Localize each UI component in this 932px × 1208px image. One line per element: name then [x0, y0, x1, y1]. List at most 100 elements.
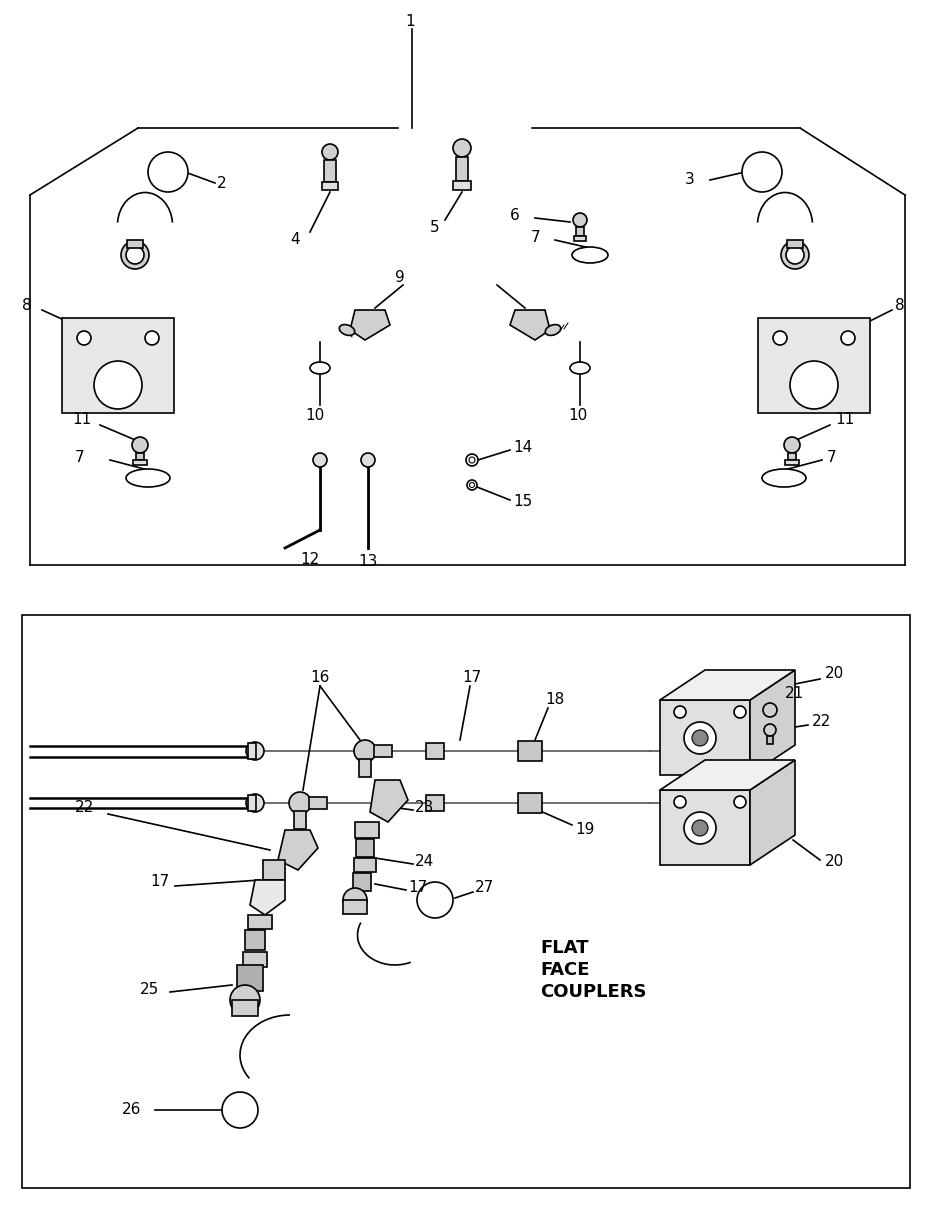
Circle shape	[77, 331, 91, 345]
Polygon shape	[250, 879, 285, 914]
Text: 20: 20	[825, 666, 844, 680]
Bar	[354, 858, 376, 872]
Bar	[22, 615, 910, 1187]
Circle shape	[343, 888, 367, 912]
Bar	[136, 453, 144, 460]
Circle shape	[354, 741, 376, 762]
Bar	[309, 797, 327, 809]
Text: 7: 7	[75, 451, 85, 465]
Circle shape	[467, 480, 477, 490]
Bar	[426, 743, 444, 759]
Circle shape	[417, 882, 453, 918]
Circle shape	[246, 794, 264, 812]
Bar	[359, 759, 371, 777]
Circle shape	[453, 139, 471, 157]
Text: 17: 17	[408, 881, 427, 895]
Circle shape	[573, 213, 587, 227]
Circle shape	[790, 361, 838, 410]
Bar	[127, 240, 143, 248]
Text: 20: 20	[825, 854, 844, 870]
Polygon shape	[660, 699, 750, 776]
Text: 24: 24	[415, 854, 434, 870]
Circle shape	[734, 796, 746, 808]
Circle shape	[126, 246, 144, 265]
Bar	[518, 741, 542, 761]
Text: 4: 4	[290, 232, 299, 248]
Circle shape	[361, 453, 375, 467]
Circle shape	[94, 361, 142, 410]
Circle shape	[132, 437, 148, 453]
Bar	[574, 236, 586, 242]
Bar	[243, 952, 267, 966]
Circle shape	[742, 152, 782, 192]
Bar	[518, 792, 542, 813]
Text: 19: 19	[575, 823, 595, 837]
Bar	[353, 873, 371, 892]
Polygon shape	[750, 670, 795, 776]
Text: 8: 8	[895, 297, 905, 313]
Text: 25: 25	[140, 982, 159, 998]
Text: 1: 1	[405, 14, 415, 29]
Bar	[133, 460, 147, 465]
Bar	[785, 460, 799, 465]
Text: 11: 11	[72, 412, 91, 428]
Bar	[576, 227, 584, 236]
Text: 9: 9	[395, 271, 404, 285]
Circle shape	[684, 812, 716, 844]
Text: 12: 12	[300, 552, 320, 568]
Polygon shape	[660, 760, 795, 790]
Text: 26: 26	[122, 1103, 142, 1117]
Bar	[248, 795, 256, 811]
Bar	[356, 840, 374, 856]
Text: 5: 5	[430, 221, 440, 236]
Text: 11: 11	[835, 412, 855, 428]
Ellipse shape	[310, 362, 330, 374]
Bar	[294, 811, 306, 829]
Polygon shape	[370, 780, 408, 821]
Text: FLAT: FLAT	[540, 939, 588, 957]
Text: 8: 8	[22, 297, 32, 313]
Bar	[343, 900, 367, 914]
Circle shape	[692, 820, 708, 836]
Circle shape	[230, 985, 260, 1015]
Circle shape	[773, 331, 787, 345]
Text: 2: 2	[217, 175, 226, 191]
Polygon shape	[750, 760, 795, 865]
Text: 7: 7	[530, 230, 540, 244]
Circle shape	[289, 792, 311, 814]
Text: 15: 15	[513, 494, 532, 510]
Text: 17: 17	[462, 670, 481, 685]
Circle shape	[684, 722, 716, 754]
Text: 14: 14	[513, 441, 532, 455]
Bar	[237, 965, 263, 991]
Circle shape	[145, 331, 159, 345]
Text: 22: 22	[812, 714, 831, 730]
Circle shape	[322, 144, 338, 159]
Bar	[767, 736, 773, 744]
Circle shape	[734, 705, 746, 718]
Circle shape	[222, 1092, 258, 1128]
Bar	[248, 743, 256, 759]
Circle shape	[313, 453, 327, 467]
Circle shape	[784, 437, 800, 453]
Bar	[453, 181, 471, 190]
Bar	[758, 318, 870, 413]
Ellipse shape	[545, 325, 561, 336]
Bar	[245, 930, 265, 949]
Bar	[456, 157, 468, 181]
Bar	[232, 1000, 258, 1016]
Text: 23: 23	[415, 801, 434, 815]
Ellipse shape	[126, 469, 170, 487]
Text: 27: 27	[475, 879, 494, 894]
Text: 13: 13	[358, 554, 377, 569]
Text: 17: 17	[150, 875, 170, 889]
Bar	[787, 240, 803, 248]
Circle shape	[841, 331, 855, 345]
Text: 6: 6	[510, 209, 520, 223]
Ellipse shape	[572, 246, 608, 263]
Bar	[248, 914, 272, 929]
Bar	[263, 860, 285, 879]
Ellipse shape	[339, 325, 355, 336]
Circle shape	[674, 705, 686, 718]
Circle shape	[470, 482, 474, 488]
